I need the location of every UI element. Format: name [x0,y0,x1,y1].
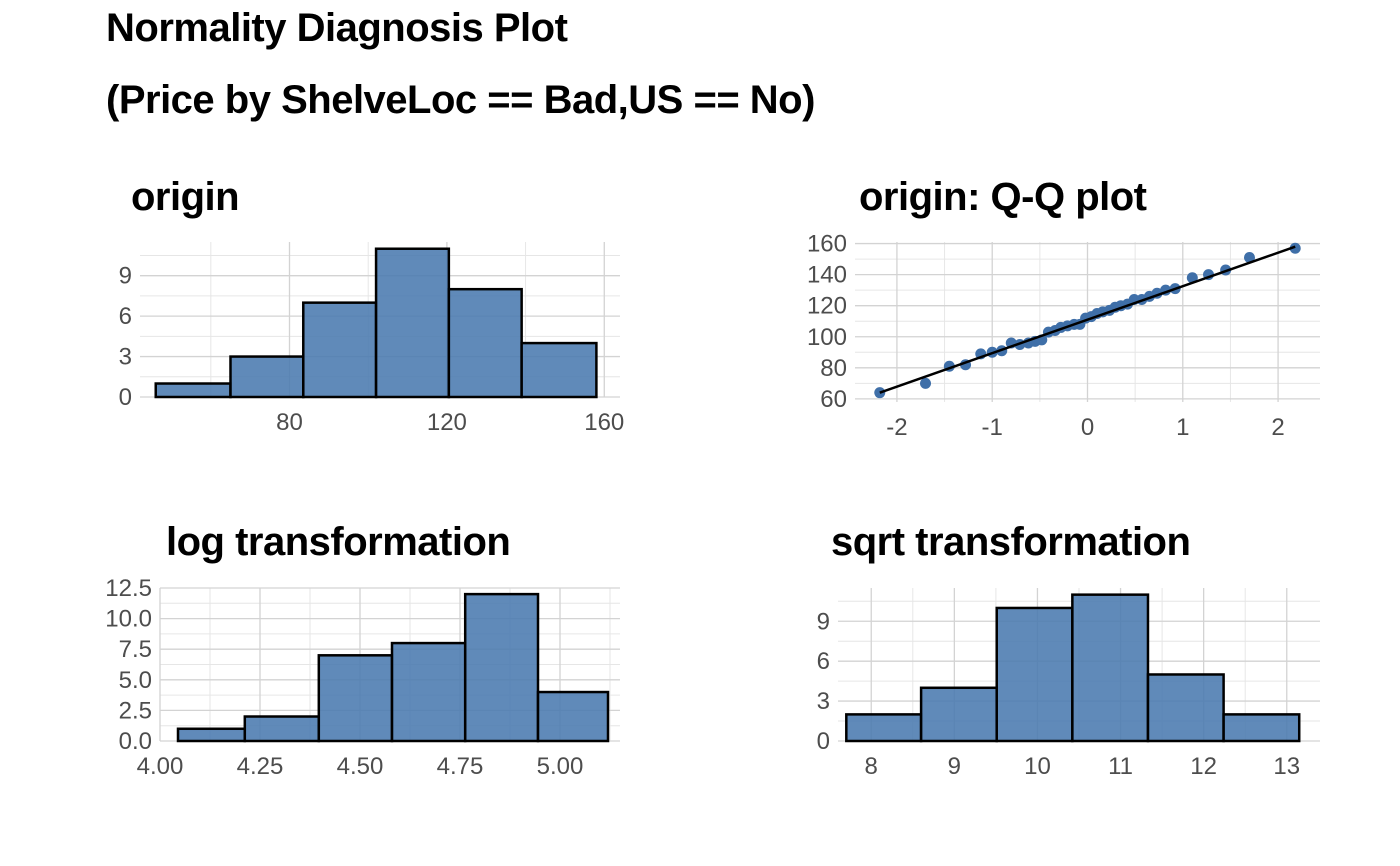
histogram-bar [995,606,1074,743]
y-tick-label: 160 [807,231,847,258]
y-tick-label: 120 [807,293,847,320]
x-tick-label: 0 [1081,414,1094,441]
histogram-bar [317,654,394,743]
x-tick-label: 4.75 [437,753,484,780]
y-tick-label: 100 [807,324,847,351]
y-tick-label: 2.5 [119,697,152,724]
y-tick-label: 7.5 [119,636,152,663]
main-title-line2: (Price by ShelveLoc == Bad,US == No) [106,78,815,122]
y-tick-label: 9 [817,608,830,635]
y-tick-label: 5.0 [119,667,152,694]
x-tick-label: 4.25 [237,753,284,780]
panel-qq: origin: Q-Q plot -2 -1 0 1 2 60 80 100 120 140 160 [807,175,1320,441]
y-tick-label: 10.0 [105,606,152,633]
panel-origin: origin 80 120 160 0 3 6 9 [119,175,625,436]
histogram-bar [176,727,247,743]
y-tick-label: 140 [807,262,847,289]
x-tick-label: 1 [1176,414,1189,441]
qq-point [1289,242,1301,254]
histogram-bar [463,592,540,743]
y-tick-label: 12.5 [105,575,152,602]
histogram-bar [154,382,232,399]
histogram-bar [243,715,321,743]
y-tick-label: 0 [817,728,830,755]
main-title-line1: Normality Diagnosis Plot [106,6,568,50]
y-tick-label: 0 [119,384,132,411]
qq-point [920,377,932,389]
qq-reference-line [879,245,1296,394]
x-tick-label: 120 [427,409,467,436]
histogram-bar [447,287,523,399]
x-tick-label: 4.00 [137,753,184,780]
y-tick-label: 60 [820,386,847,413]
panel-sqrt: sqrt transformation 8 9 10 11 12 13 0 3 6 9 [817,520,1320,780]
x-tick-label: 10 [1024,753,1051,780]
histogram-bar [919,686,998,743]
y-tick-label: 6 [119,303,132,330]
histogram-bar [302,301,378,399]
y-tick-label: 3 [119,344,132,371]
x-tick-label: -1 [982,414,1003,441]
panel-title: origin: Q-Q plot [859,175,1147,219]
histogram-bar [1071,593,1150,743]
y-tick-label: 3 [817,688,830,715]
qq-point [1243,252,1255,264]
histogram-bar [536,690,610,743]
x-tick-label: 13 [1273,753,1300,780]
y-tick-label: 9 [119,263,132,290]
qq-point [1186,272,1198,284]
y-tick-label: 6 [817,648,830,675]
panel-log: log transformation 4.00 4.25 4.50 4.75 5.00 0.… [105,520,620,780]
histogram-bar [374,247,451,399]
x-tick-label: 8 [865,753,878,780]
y-tick-label: 0.0 [119,728,152,755]
x-tick-label: 4.50 [337,753,384,780]
gridlines [855,242,1320,402]
histogram-bar [520,341,598,399]
y-tick-label: 80 [820,355,847,382]
x-tick-label: 160 [584,409,624,436]
x-tick-label: 2 [1271,414,1284,441]
histogram-bar [390,641,467,743]
histogram-bar [229,355,305,399]
panel-title: log transformation [166,520,510,564]
x-tick-label: 80 [276,409,303,436]
x-tick-label: 9 [948,753,961,780]
histogram-bar [845,713,923,743]
x-tick-label: 5.00 [537,753,584,780]
histogram-bar [1222,713,1301,743]
panel-title: origin [131,175,239,219]
x-tick-label: 11 [1108,753,1133,780]
x-tick-label: 12 [1190,753,1217,780]
panel-title: sqrt transformation [831,520,1190,564]
histogram-bar [1146,673,1225,743]
x-tick-label: -2 [886,414,907,441]
